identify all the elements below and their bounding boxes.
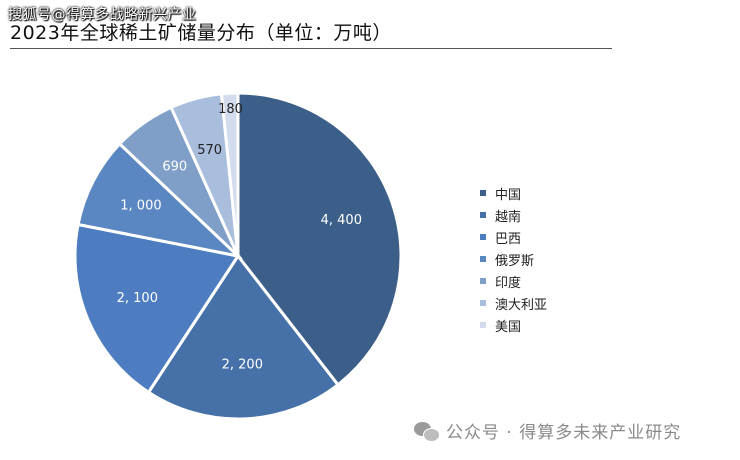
legend-swatch — [480, 278, 486, 284]
legend-item-3: 巴西 — [480, 226, 547, 248]
legend-label: 巴西 — [495, 231, 522, 247]
legend-item-7: 美国 — [480, 314, 547, 336]
legend-label: 中国 — [495, 187, 522, 203]
legend-swatch — [480, 322, 486, 328]
pie-slice-2 — [146, 253, 341, 421]
legend-label: 美国 — [495, 319, 522, 335]
slice-value-label-6: 570 — [197, 143, 222, 158]
wechat-icon — [414, 420, 440, 442]
slice-value-label-1: 4, 400 — [321, 213, 362, 228]
title-underline — [10, 48, 612, 49]
bottom-watermark: 公众号 · 得算多未来产业研究 — [414, 418, 681, 443]
pie-slice-3 — [73, 222, 241, 395]
legend-item-1: 中国 — [480, 182, 547, 204]
top-watermark: 搜狐号@得算多战略新兴产业 — [8, 7, 197, 23]
legend-swatch — [480, 300, 486, 306]
legend-item-2: 越南 — [480, 204, 547, 226]
slice-value-label-3: 2, 100 — [117, 291, 158, 306]
slice-value-label-5: 690 — [162, 159, 187, 174]
slice-value-label-4: 1, 000 — [120, 198, 161, 213]
pie-slice-4 — [76, 141, 243, 259]
pie-slice-1 — [236, 91, 403, 387]
chart-legend: 中国越南巴西俄罗斯印度澳大利亚美国 — [480, 182, 547, 336]
legend-item-5: 印度 — [480, 270, 547, 292]
legend-swatch — [480, 234, 486, 240]
legend-label: 印度 — [495, 275, 522, 291]
chart-title: 2023年全球稀土矿储量分布（单位：万吨） — [10, 22, 392, 44]
slice-value-label-7: 180 — [218, 102, 243, 117]
bottom-watermark-text: 公众号 · 得算多未来产业研究 — [446, 423, 682, 443]
slice-value-label-2: 2, 200 — [222, 358, 263, 373]
pie-slice-7 — [219, 91, 240, 257]
legend-swatch — [480, 256, 486, 262]
legend-label: 澳大利亚 — [495, 297, 548, 313]
legend-item-6: 澳大利亚 — [480, 292, 547, 314]
legend-item-4: 俄罗斯 — [480, 248, 547, 270]
legend-swatch — [480, 190, 486, 196]
legend-label: 越南 — [495, 209, 522, 225]
legend-label: 俄罗斯 — [495, 253, 535, 269]
legend-swatch — [480, 212, 486, 218]
